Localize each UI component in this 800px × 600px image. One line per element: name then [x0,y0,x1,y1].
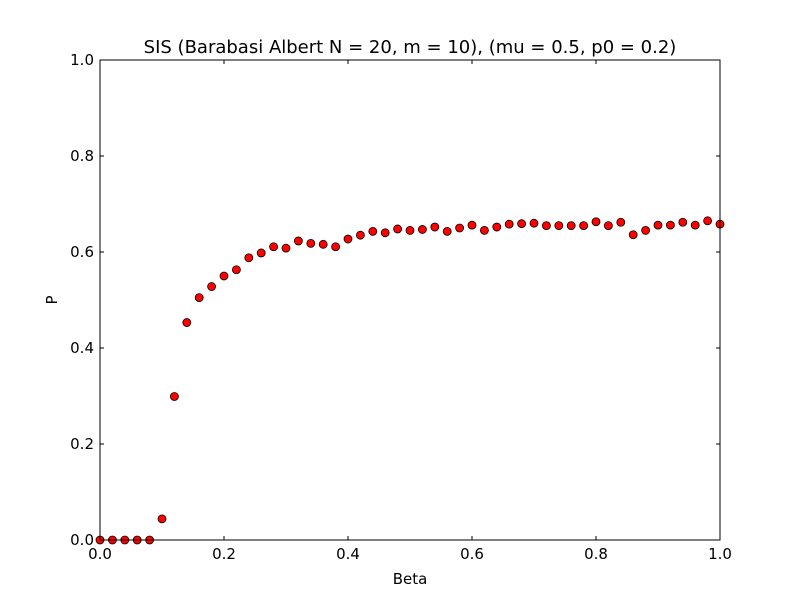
y-tick-label: 0.8 [70,147,94,165]
data-point [157,514,167,524]
data-point [455,223,465,233]
axis-tick-labels: 0.0 0.2 0.4 0.6 0.8 1.0 0.0 0.2 0.4 0.6 0.8 1.0 [70,51,732,563]
data-point [653,220,663,230]
data-point [355,230,365,240]
data-point [306,238,316,248]
data-point [256,248,266,258]
data-point [393,224,403,234]
y-axis-label: P [43,295,61,304]
data-point [405,225,415,235]
data-point [529,218,539,228]
x-tick-label: 0.0 [88,545,112,563]
y-tick-label: 0.0 [70,531,94,549]
data-point [417,225,427,234]
y-tick-label: 1.0 [70,51,94,69]
plot-area [100,60,720,540]
data-point [591,217,601,227]
data-point [331,242,341,252]
data-point [579,221,588,231]
y-tick-label: 0.4 [70,339,94,357]
y-tick-label: 0.2 [70,435,94,453]
data-point [566,221,576,231]
data-point [269,242,279,252]
data-point [293,236,303,246]
data-point [318,239,328,249]
data-points [95,216,725,545]
y-tick-label: 0.6 [70,243,94,261]
data-point [479,225,489,235]
data-point [504,219,514,229]
data-point [616,217,626,227]
data-point [666,220,675,230]
data-point [207,282,217,291]
data-point [628,230,638,240]
data-point [194,293,204,303]
data-point [442,226,452,236]
data-point [467,220,477,230]
data-point [641,225,650,235]
chart-title: SIS (Barabasi Albert N = 20, m = 10), (m… [144,37,677,58]
data-point [604,221,613,231]
data-point [244,253,254,263]
data-point [219,271,229,281]
data-point [492,222,502,232]
x-tick-label: 0.8 [584,545,608,563]
x-tick-label: 0.2 [212,545,236,563]
data-point [703,216,712,226]
plot-frame [99,59,721,541]
data-point [368,226,378,236]
data-point [281,243,291,253]
data-point [517,219,526,229]
data-point [169,392,179,401]
x-tick-label: 1.0 [708,545,732,563]
data-point [430,222,440,232]
data-point [380,228,390,238]
data-point [678,217,688,227]
data-point [690,220,700,230]
x-tick-label: 0.4 [336,545,360,563]
data-point [554,221,564,231]
x-tick-label: 0.6 [460,545,484,563]
data-point [182,318,192,327]
data-point [542,221,551,231]
data-point [231,265,241,275]
data-point [343,234,353,244]
x-axis-label: Beta [393,570,428,588]
